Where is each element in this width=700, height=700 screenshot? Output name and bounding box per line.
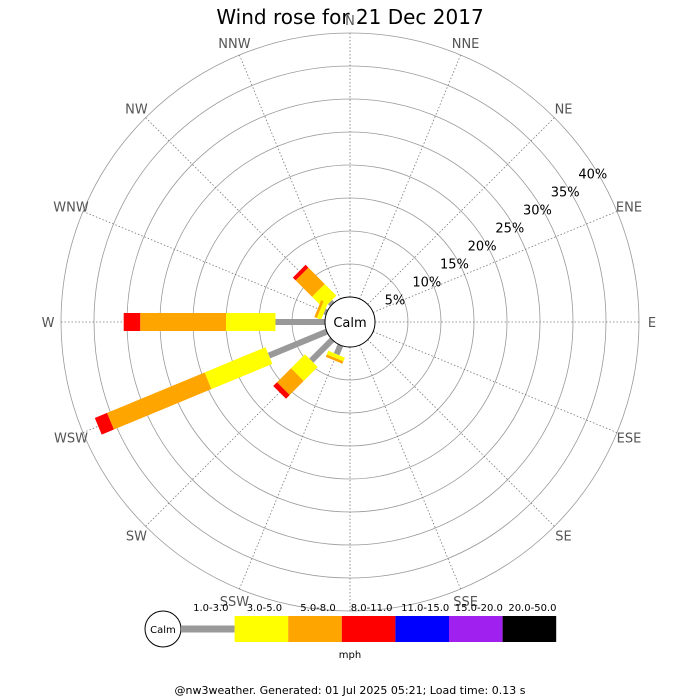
direction-label-wsw: WSW [54, 432, 88, 447]
legend-label-5: 15.0-20.0 [455, 603, 503, 614]
ring-label-35: 35% [551, 186, 580, 201]
legend-swatch-6 [502, 616, 557, 642]
legend-calm-label: Calm [150, 625, 176, 636]
petal-wsw-bin-0 [267, 328, 329, 359]
legend-label-4: 11.0-15.0 [401, 603, 449, 614]
ring-label-30: 30% [523, 204, 552, 219]
petal-wsw-bin-3 [94, 412, 114, 435]
direction-label-sw: SW [126, 530, 147, 545]
ring-label-15: 15% [440, 257, 469, 272]
direction-label-se: SE [555, 530, 571, 545]
calm-circle: Calm [324, 296, 376, 348]
chart-title: Wind rose for 21 Dec 2017 [216, 5, 484, 29]
direction-label-wnw: WNW [53, 200, 89, 215]
direction-label-w: W [42, 316, 55, 331]
legend-swatch-2 [288, 616, 342, 642]
legend-swatch-0 [181, 625, 235, 633]
direction-label-e: E [648, 316, 656, 331]
calm-label: Calm [333, 316, 366, 331]
legend-swatch-5 [449, 616, 503, 642]
calm-circle-shape [324, 296, 376, 348]
petal-wnw-bin-1 [316, 301, 328, 320]
petal-nw-bin-1 [312, 284, 337, 309]
petal-nw-bin-2 [295, 267, 325, 297]
direction-label-nnw: NNW [218, 37, 250, 52]
petal-nw-bin-0 [327, 299, 335, 307]
petal-sw-bin-0 [309, 337, 335, 363]
direction-label-ssw: SSW [220, 595, 250, 610]
petal-wnw-bin-2 [314, 300, 324, 318]
petal-sw-bin-3 [273, 382, 290, 399]
legend-label-2: 5.0-8.0 [300, 603, 335, 614]
petal-sw-bin-2 [277, 368, 304, 395]
direction-label-ne: NE [555, 102, 573, 117]
footer-text: @nw3weather. Generated: 01 Jul 2025 05:2… [174, 684, 526, 697]
legend-units: mph [339, 650, 361, 661]
petal-wsw-bin-1 [204, 347, 273, 390]
direction-label-sse: SSE [453, 595, 478, 610]
direction-label-n: N [345, 14, 355, 29]
petal-w-bin-1 [226, 313, 276, 331]
legend-swatch-1 [234, 616, 289, 642]
ring-label-5: 5% [385, 293, 406, 308]
petal-ssw-bin-0 [333, 343, 344, 356]
petal-nw-bin-3 [292, 264, 309, 281]
direction-label-nw: NW [125, 102, 148, 117]
direction-label-nne: NNE [452, 37, 480, 52]
petal-ssw-bin-1 [326, 350, 345, 362]
legend-label-3: 8.0-11.0 [351, 603, 393, 614]
petal-ssw-bin-2 [325, 354, 344, 364]
legend-label-1: 3.0-5.0 [247, 603, 282, 614]
petal-w-bin-2 [140, 313, 226, 331]
direction-labels: NNNENEENEEESESESSESSSWSWWSWWWNWNWNNW [42, 14, 657, 633]
petal-sw-bin-1 [291, 354, 318, 381]
legend-label-6: 20.0-50.0 [508, 603, 556, 614]
legend-label-0: 1.0-3.0 [193, 603, 228, 614]
speed-legend: Calm 1.0-3.0 3.0-5.0 5.0-8.0 8.0-11.0 11.0-15… [144, 603, 557, 661]
petal-wsw-bin-2 [107, 372, 212, 430]
ring-label-10: 10% [412, 275, 441, 290]
legend-swatch-3 [341, 616, 396, 642]
petal-w-bin-3 [123, 313, 141, 331]
legend-swatch-4 [395, 616, 449, 642]
direction-label-ese: ESE [617, 432, 642, 447]
ring-label-20: 20% [468, 239, 497, 254]
direction-label-ene: ENE [616, 200, 642, 215]
ring-label-25: 25% [495, 222, 524, 237]
ring-labels: 5% 10% 15% 20% 25% 30% 35% 40% [385, 168, 608, 309]
ring-label-40: 40% [578, 168, 607, 183]
wind-petals [94, 264, 345, 435]
